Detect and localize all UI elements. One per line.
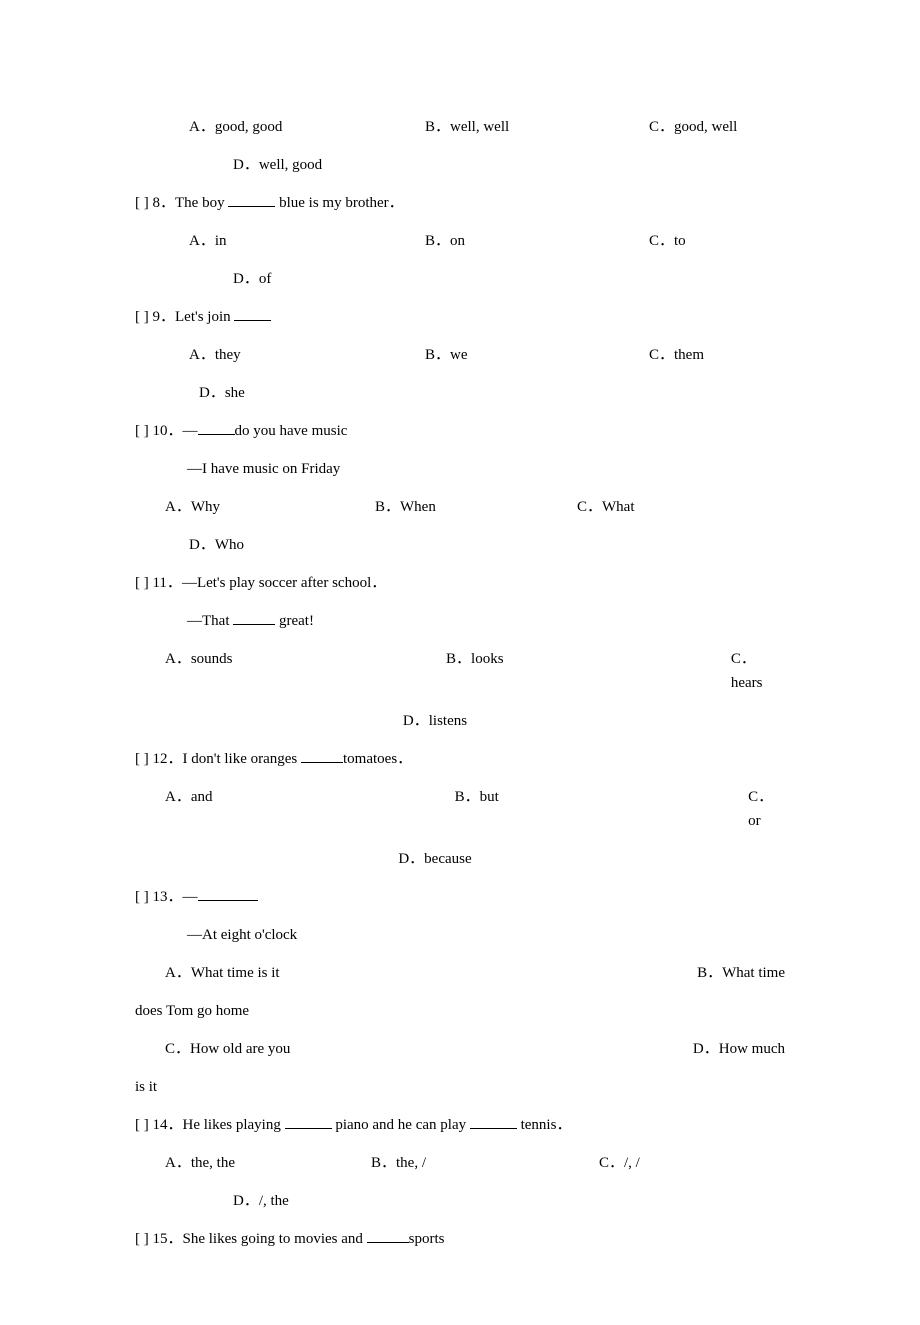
q15-blank [367,1228,409,1243]
q13-choice-c: C．How old are you [165,1037,290,1061]
q10-choice-d: D．Who [135,533,785,557]
q11-choice-c: C．hears [731,647,785,695]
q13-choice-b: B．What time [697,961,785,985]
q14-bracket: [ ] 14． [135,1117,183,1133]
q9-choice-b: B．we [425,343,649,367]
q10-choice-a: A．Why [165,495,375,519]
document-content: A．good, good B．well, well C．good, well D… [135,115,785,1251]
q10-choice-b: B．When [375,495,577,519]
q12-text-after: tomatoes． [343,751,412,767]
q11-blank [233,610,275,625]
q9-choice-a: A．they [189,343,425,367]
q12-choice-d: D．because [135,847,785,871]
q7-choices-abc: A．good, good B．well, well C．good, well [135,115,785,139]
q8-choice-a: A．in [189,229,425,253]
q14-blank2 [470,1114,517,1129]
q8-bracket: [ ] 8． [135,195,175,211]
q13-choice-b-cont: does Tom go home [135,999,785,1023]
q11-bracket: [ ] 11． [135,575,182,591]
q11-choice-a: A．sounds [165,647,446,695]
q10-dash: — [183,423,198,439]
q8-choice-d: D．of [135,267,785,291]
q13-choices-ab: A．What time is it B．What time [135,961,785,985]
q11-choice-b: B．looks [446,647,731,695]
q11-choice-d: D．listens [135,709,785,733]
q13-line2: —At eight o'clock [135,923,785,947]
q9-choices-abc: A．they B．we C．them [135,343,785,367]
q12-blank [301,748,343,763]
q11-line2: —That great! [135,609,785,633]
q7-choice-a: A．good, good [189,115,425,139]
q13-choice-a: A．What time is it [165,961,280,985]
q12-text-before: I don't like oranges [183,751,302,767]
q11-line2-before: —That [187,613,233,629]
q12-choice-c: C．or [748,785,785,833]
q8-text-before: The boy [175,195,228,211]
q12-bracket: [ ] 12． [135,751,183,767]
q12-stem: [ ] 12．I don't like oranges tomatoes． [135,747,785,771]
q8-choice-c: C．to [649,229,686,253]
q8-text-after: blue is my brother． [275,195,403,211]
q14-choice-c: C．/, / [599,1151,640,1175]
q14-choice-b: B．the, / [371,1151,599,1175]
q7-choice-d: D．well, good [135,153,785,177]
q10-bracket: [ ] 10． [135,423,183,439]
q9-blank [234,306,271,321]
q10-text-after: do you have music [235,423,348,439]
q14-stem: [ ] 14．He likes playing piano and he can… [135,1113,785,1137]
q7-choice-b: B．well, well [425,115,649,139]
q9-stem: [ ] 9．Let's join [135,305,785,329]
q13-bracket: [ ] 13． [135,889,183,905]
q9-text-before: Let's join [175,309,234,325]
q13-stem: [ ] 13．— [135,885,785,909]
q15-bracket: [ ] 15． [135,1231,183,1247]
q12-choice-a: A．and [165,785,455,833]
q12-choices-abc: A．and B．but C．or [135,785,785,833]
q9-choice-c: C．them [649,343,704,367]
q13-blank [198,886,258,901]
q14-blank1 [285,1114,332,1129]
q13-choice-d: D．How much [693,1037,785,1061]
q8-choices-abc: A．in B．on C．to [135,229,785,253]
q7-choice-c: C．good, well [649,115,737,139]
q15-text-after: sports [409,1231,445,1247]
q11-line2-after: great! [275,613,314,629]
q9-choice-d: D．she [135,381,785,405]
q10-blank [198,420,235,435]
q15-stem: [ ] 15．She likes going to movies and spo… [135,1227,785,1251]
q13-dash: — [183,889,198,905]
q13-choices-cd: C．How old are you D．How much [135,1037,785,1061]
q14-choice-a: A．the, the [165,1151,371,1175]
q11-text: —Let's play soccer after school． [182,575,386,591]
q10-choice-c: C．What [577,495,635,519]
q9-bracket: [ ] 9． [135,309,175,325]
q14-choice-d: D．/, the [135,1189,785,1213]
q13-choice-d-cont: is it [135,1075,785,1099]
q8-blank [228,192,275,207]
q10-choices-abc: A．Why B．When C．What [135,495,785,519]
q12-choice-b: B．but [455,785,749,833]
q11-stem: [ ] 11．—Let's play soccer after school． [135,571,785,595]
q11-choices-abc: A．sounds B．looks C．hears [135,647,785,695]
q10-line2: —I have music on Friday [135,457,785,481]
q14-text-before: He likes playing [183,1117,285,1133]
q8-choice-b: B．on [425,229,649,253]
q15-text-before: She likes going to movies and [183,1231,367,1247]
q10-stem: [ ] 10．— do you have music [135,419,785,443]
q8-stem: [ ] 8．The boy blue is my brother． [135,191,785,215]
q14-choices-abc: A．the, the B．the, / C．/, / [135,1151,785,1175]
q14-text-after: tennis． [517,1117,572,1133]
q14-text-mid: piano and he can play [332,1117,470,1133]
